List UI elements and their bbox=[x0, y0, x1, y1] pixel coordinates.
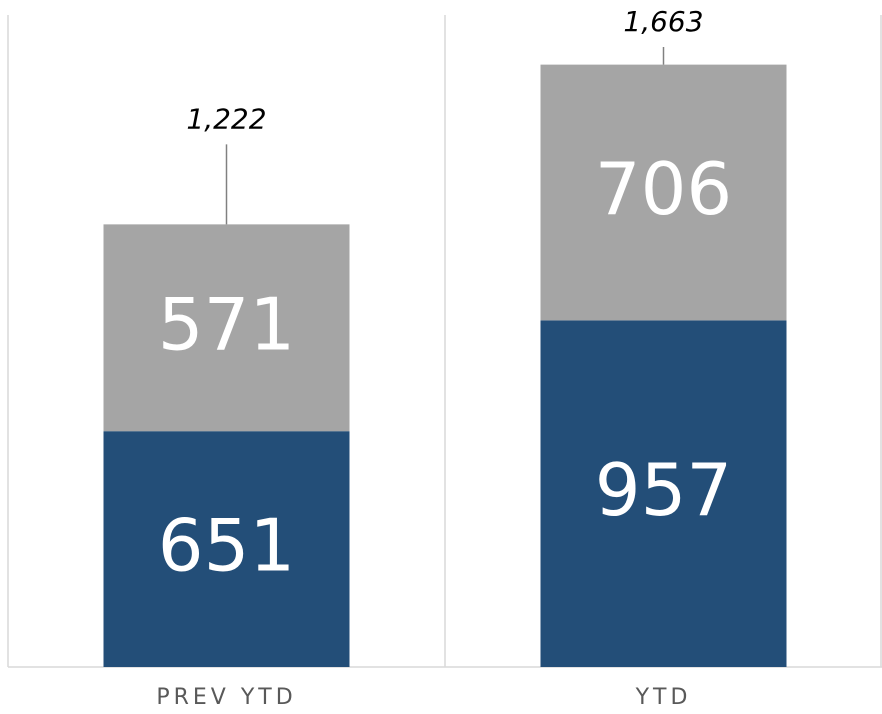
total-label: 1,222 bbox=[186, 102, 266, 135]
segment-label: 571 bbox=[158, 282, 295, 366]
segment-label: 706 bbox=[595, 147, 732, 231]
bar-segment bbox=[103, 431, 350, 667]
segment-label: 957 bbox=[595, 448, 732, 532]
bar-segment bbox=[540, 64, 787, 321]
segment-label: 651 bbox=[158, 504, 295, 588]
x-tick-label: YTD bbox=[635, 685, 692, 710]
bar-segment bbox=[103, 224, 350, 432]
x-tick-label: PREV YTD bbox=[156, 685, 296, 710]
total-label: 1,663 bbox=[623, 5, 703, 38]
bar-segment bbox=[540, 320, 787, 667]
